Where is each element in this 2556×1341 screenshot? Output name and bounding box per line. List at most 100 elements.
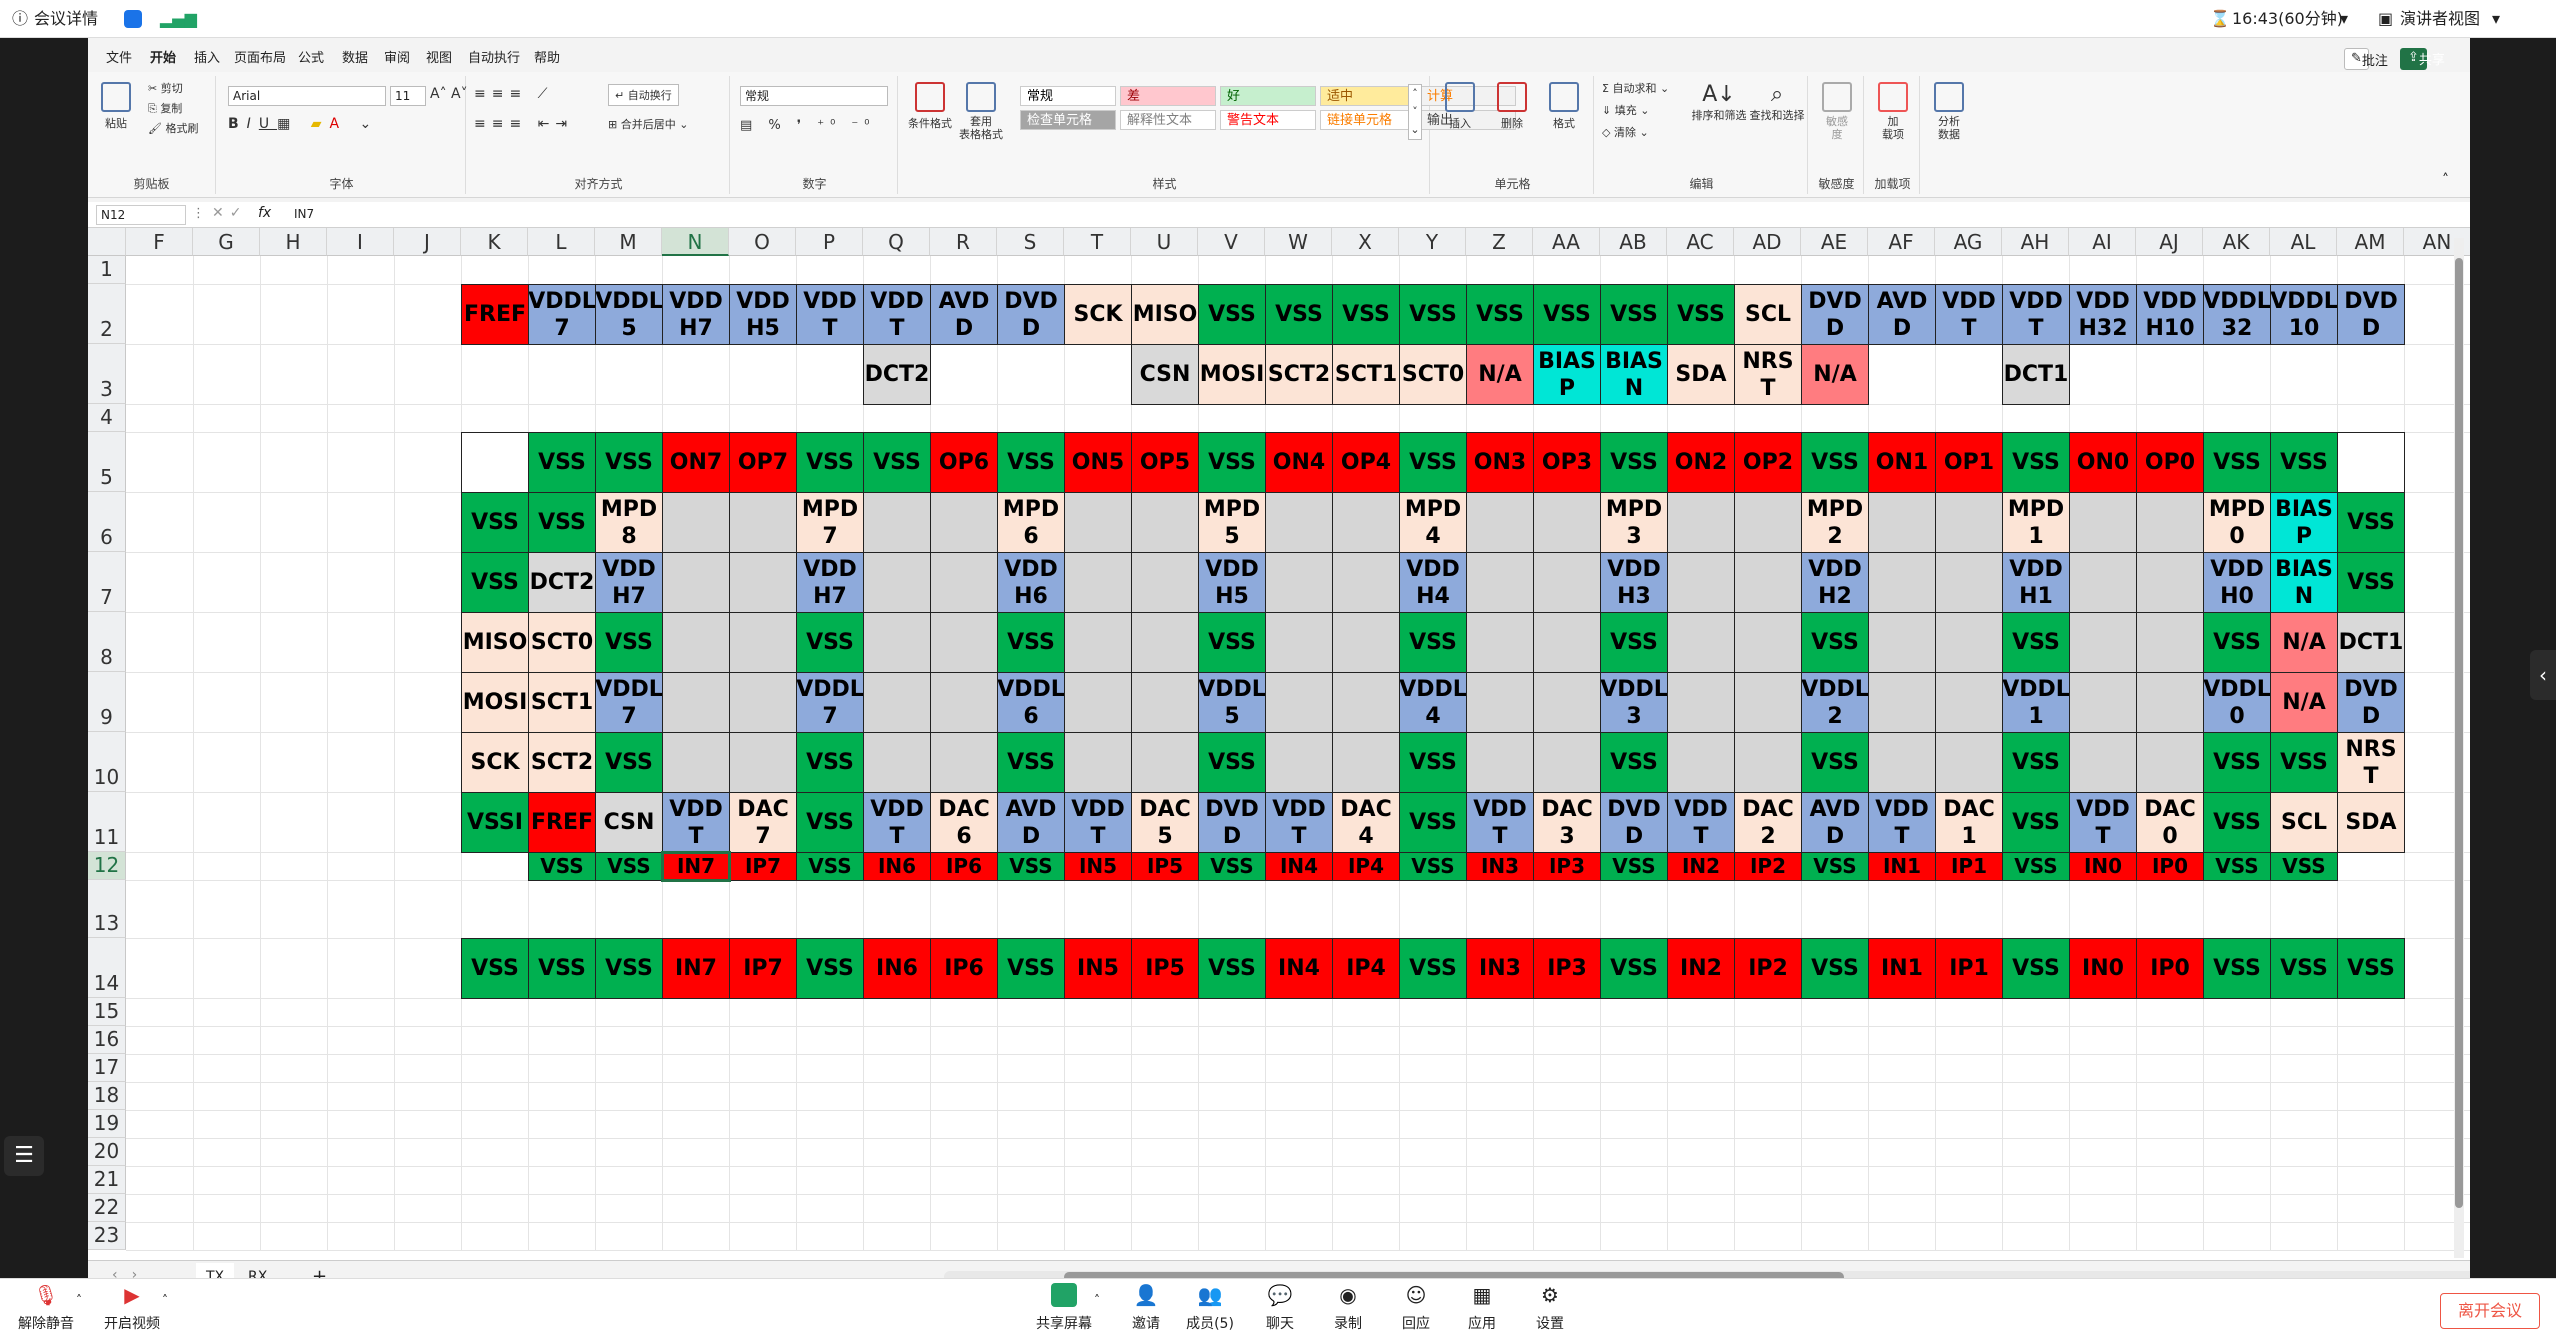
- cell-T6[interactable]: [1064, 492, 1132, 553]
- cell-O14[interactable]: IP7: [729, 938, 797, 999]
- cell-L2[interactable]: VDDL 7: [528, 284, 596, 345]
- number-format-select[interactable]: 常规: [740, 86, 888, 106]
- cell-X2[interactable]: VSS: [1332, 284, 1400, 345]
- cell-R7[interactable]: [930, 552, 998, 613]
- format-painter-button[interactable]: 🖌 格式刷: [148, 120, 198, 136]
- formula-cancel-confirm-icons[interactable]: ✕✓: [212, 205, 248, 221]
- cell-X8[interactable]: [1332, 612, 1400, 673]
- column-header[interactable]: AF: [1868, 228, 1935, 256]
- cell-AE12[interactable]: VSS: [1801, 852, 1869, 881]
- cell-AB7[interactable]: VDD H3: [1600, 552, 1668, 613]
- row-header[interactable]: 5: [88, 432, 126, 492]
- cell-O10[interactable]: [729, 732, 797, 793]
- delete-cells-button[interactable]: 删除: [1492, 82, 1532, 131]
- column-header[interactable]: AE: [1801, 228, 1868, 256]
- cell-AE10[interactable]: VSS: [1801, 732, 1869, 793]
- cell-Q12[interactable]: IN6: [863, 852, 931, 881]
- cell-S10[interactable]: VSS: [997, 732, 1065, 793]
- cell-AD5[interactable]: OP2: [1734, 432, 1802, 493]
- cell-AI5[interactable]: ON0: [2069, 432, 2137, 493]
- cell-X5[interactable]: OP4: [1332, 432, 1400, 493]
- cell-AE5[interactable]: VSS: [1801, 432, 1869, 493]
- cell-AG5[interactable]: OP1: [1935, 432, 2003, 493]
- cell-X7[interactable]: [1332, 552, 1400, 613]
- cell-AH6[interactable]: MPD 1: [2002, 492, 2070, 553]
- fill-button[interactable]: ⇓ 填充 ⌄: [1602, 104, 1650, 117]
- cell-AL8[interactable]: N/A: [2270, 612, 2338, 673]
- cell-X12[interactable]: IP4: [1332, 852, 1400, 881]
- cell-AM6[interactable]: VSS: [2337, 492, 2405, 553]
- cell-AK2[interactable]: VDDL 32: [2203, 284, 2271, 345]
- cell-P5[interactable]: VSS: [796, 432, 864, 493]
- cell-AB8[interactable]: VSS: [1600, 612, 1668, 673]
- conditional-format-button[interactable]: 条件格式: [908, 82, 952, 131]
- cell-AC14[interactable]: IN2: [1667, 938, 1735, 999]
- cell-AH9[interactable]: VDDL 1: [2002, 672, 2070, 733]
- cell-V8[interactable]: VSS: [1198, 612, 1266, 673]
- column-header[interactable]: P: [796, 228, 863, 256]
- cell-Q8[interactable]: [863, 612, 931, 673]
- cell-AM9[interactable]: DVD D: [2337, 672, 2405, 733]
- cell-W7[interactable]: [1265, 552, 1333, 613]
- cell-Z9[interactable]: [1466, 672, 1534, 733]
- timer-dropdown-icon[interactable]: ▾: [2340, 9, 2349, 28]
- cell-AF11[interactable]: VDD T: [1868, 792, 1936, 853]
- addins-button[interactable]: 加 载项: [1876, 82, 1910, 141]
- cell-Q3[interactable]: DCT2: [863, 344, 931, 405]
- cell-O9[interactable]: [729, 672, 797, 733]
- column-header[interactable]: Y: [1399, 228, 1466, 256]
- cell-K10[interactable]: SCK: [461, 732, 529, 793]
- column-header[interactable]: AG: [1935, 228, 2002, 256]
- cell-AE7[interactable]: VDD H2: [1801, 552, 1869, 613]
- menu-view[interactable]: 视图: [426, 51, 453, 66]
- cell-AK10[interactable]: VSS: [2203, 732, 2271, 793]
- cell-AA7[interactable]: [1533, 552, 1601, 613]
- cell-AK11[interactable]: VSS: [2203, 792, 2271, 853]
- cell-AG14[interactable]: IP1: [1935, 938, 2003, 999]
- grow-font-icon[interactable]: A˄ A˅: [430, 86, 468, 102]
- cell-style-option[interactable]: 检查单元格: [1020, 110, 1116, 130]
- column-header[interactable]: K: [461, 228, 528, 256]
- comments-button[interactable]: ✎ 批注: [2344, 48, 2388, 70]
- cell-U5[interactable]: OP5: [1131, 432, 1199, 493]
- column-header[interactable]: AD: [1734, 228, 1801, 256]
- cell-AA6[interactable]: [1533, 492, 1601, 553]
- column-header[interactable]: L: [528, 228, 595, 256]
- menu-page-layout[interactable]: 页面布局: [234, 51, 287, 66]
- cell-W12[interactable]: IN4: [1265, 852, 1333, 881]
- row-header[interactable]: 10: [88, 732, 126, 792]
- cell-R2[interactable]: AVD D: [930, 284, 998, 345]
- cell-AC11[interactable]: VDD T: [1667, 792, 1735, 853]
- cell-W8[interactable]: [1265, 612, 1333, 673]
- cell-S12[interactable]: VSS: [997, 852, 1065, 881]
- cell-P7[interactable]: VDD H7: [796, 552, 864, 613]
- cell-AI14[interactable]: IN0: [2069, 938, 2137, 999]
- cell-AD11[interactable]: DAC 2: [1734, 792, 1802, 853]
- cell-AB9[interactable]: VDDL 3: [1600, 672, 1668, 733]
- cell-AE11[interactable]: AVD D: [1801, 792, 1869, 853]
- cell-AD14[interactable]: IP2: [1734, 938, 1802, 999]
- presenter-dropdown-icon[interactable]: ▾: [2492, 9, 2501, 28]
- collapse-panel-icon[interactable]: ‹: [2530, 650, 2556, 700]
- cell-AG2[interactable]: VDD T: [1935, 284, 2003, 345]
- styles-scroll-icon[interactable]: ˄ ˅ ⌄: [1408, 84, 1422, 140]
- cell-Q9[interactable]: [863, 672, 931, 733]
- cell-AC6[interactable]: [1667, 492, 1735, 553]
- cell-AL2[interactable]: VDDL 10: [2270, 284, 2338, 345]
- cell-O7[interactable]: [729, 552, 797, 613]
- cell-P8[interactable]: VSS: [796, 612, 864, 673]
- horizontal-scrollbar[interactable]: [944, 1271, 2470, 1278]
- cell-N6[interactable]: [662, 492, 730, 553]
- cell-Z11[interactable]: VDD T: [1466, 792, 1534, 853]
- cell-O2[interactable]: VDD H5: [729, 284, 797, 345]
- cell-M5[interactable]: VSS: [595, 432, 663, 493]
- share-button[interactable]: ⇪ 共享: [2400, 48, 2445, 70]
- cell-Y2[interactable]: VSS: [1399, 284, 1467, 345]
- cell-Z5[interactable]: ON3: [1466, 432, 1534, 493]
- cell-Q2[interactable]: VDD T: [863, 284, 931, 345]
- cell-AH7[interactable]: VDD H1: [2002, 552, 2070, 613]
- cell-Q10[interactable]: [863, 732, 931, 793]
- cell-Y7[interactable]: VDD H4: [1399, 552, 1467, 613]
- cell-AI9[interactable]: [2069, 672, 2137, 733]
- cell-X6[interactable]: [1332, 492, 1400, 553]
